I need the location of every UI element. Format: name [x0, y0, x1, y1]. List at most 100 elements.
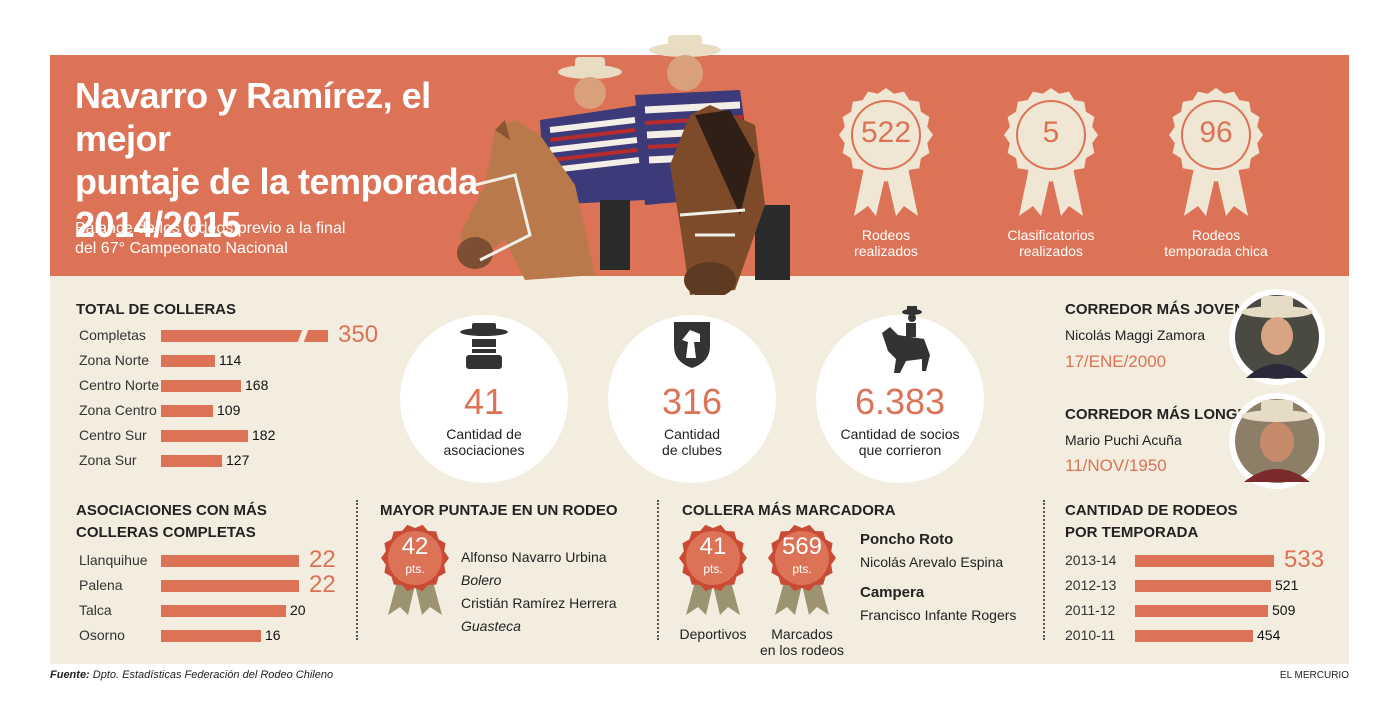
youngest-date: 17/ENE/2000	[1065, 352, 1167, 371]
bar-value-label: 454	[1257, 627, 1281, 643]
stat-label-line: realizados	[1019, 243, 1083, 259]
max-score-title: MAYOR PUNTAJE EN UN RODEO	[380, 502, 618, 519]
top-collera-title: COLLERA MÁS MARCADORA	[682, 502, 896, 519]
badge-caption-line: Marcados	[771, 626, 833, 642]
divider	[356, 500, 358, 640]
oldest-title: CORREDOR MÁS LONGEVO	[1065, 406, 1270, 423]
entry-heading: Campera	[860, 584, 925, 601]
stat-label-line: Rodeos	[861, 227, 911, 243]
socios-circle: 6.383 Cantidad de socios que corrieron	[816, 306, 984, 483]
subtitle-line: Balance de los rodeos previo a la final	[75, 220, 346, 237]
title-line: puntaje de la temporada	[75, 161, 478, 202]
stat-label: Rodeos temporada chica	[1146, 227, 1286, 259]
bar	[161, 605, 286, 617]
circle-label-line: que corrieron	[858, 442, 942, 458]
chart-title-line: CANTIDAD DE RODEOS	[1065, 502, 1238, 519]
clubes-circle: 316 Cantidad de clubes	[608, 315, 776, 483]
chart-title-line: POR TEMPORADA	[1065, 524, 1199, 541]
badge-caption-line: Deportivos	[679, 626, 747, 642]
stat-value: 5	[1042, 116, 1060, 149]
bar	[1135, 555, 1274, 567]
divider	[1043, 500, 1045, 640]
bar-category-label: Zona Centro	[79, 402, 157, 418]
chart-title-asociaciones: ASOCIACIONES CON MÁS COLLERAS COMPLETAS	[76, 500, 267, 544]
source-note: Fuente: Dpto. Estadísticas Federación de…	[50, 669, 333, 681]
chart-title-colleras: TOTAL DE COLLERAS	[76, 301, 237, 318]
bar-category-label: Talca	[79, 602, 112, 618]
bar	[1135, 630, 1253, 642]
oldest-date: 11/NOV/1950	[1065, 456, 1167, 475]
bar	[161, 430, 248, 442]
bar-value-label: 533	[1284, 546, 1325, 573]
bar	[161, 630, 261, 642]
circle-label-line: Cantidad de	[446, 426, 522, 442]
circle-value: 6.383	[854, 381, 946, 422]
badge-unit: pts.	[792, 562, 812, 576]
chart-title-line: COLLERAS COMPLETAS	[76, 524, 256, 541]
bar	[161, 355, 215, 367]
badge-value: 41	[699, 533, 727, 560]
max-score-line: Guasteca	[461, 618, 521, 634]
title-line: 2014/2015	[75, 204, 241, 245]
bar-value-label: 509	[1272, 602, 1296, 618]
bar-value-label: 22	[309, 571, 336, 598]
circle-value: 316	[661, 381, 723, 422]
max-score-line: Bolero	[461, 572, 502, 588]
max-score-details: Alfonso Navarro Urbina Bolero Cristián R…	[461, 546, 617, 638]
entry-heading: Poncho Roto	[860, 531, 954, 548]
circle-label-line: asociaciones	[443, 442, 525, 458]
bar-category-label: 2013-14	[1065, 552, 1117, 568]
stat-label: Clasificatorios realizados	[981, 227, 1121, 259]
max-score-line: Cristián Ramírez Herrera	[461, 595, 617, 611]
badge-unit: pts.	[405, 562, 425, 576]
circle-label-line: Cantidad	[663, 426, 721, 442]
rosette-icon	[839, 88, 933, 216]
bar-value-label: 16	[265, 627, 281, 643]
entry-name: Francisco Infante Rogers	[860, 607, 1017, 623]
entry-name: Nicolás Arevalo Espina	[860, 554, 1004, 570]
bar	[161, 405, 213, 417]
bar	[161, 380, 241, 392]
bar-value-label: 521	[1275, 577, 1299, 593]
badge-caption: Deportivos	[658, 626, 768, 642]
rosette-icon	[1004, 88, 1098, 216]
bar-value-label: 182	[252, 427, 276, 443]
bar-category-label: Llanquihue	[79, 552, 148, 568]
riders-photo	[457, 35, 790, 295]
source-label: Fuente:	[50, 669, 90, 681]
bar-value-label: 350	[338, 321, 379, 348]
youngest-name: Nicolás Maggi Zamora	[1065, 327, 1206, 343]
bar-category-label: Osorno	[79, 627, 125, 643]
bar-category-label: Completas	[79, 327, 146, 343]
badge-value: 569	[781, 533, 823, 560]
source-text: Dpto. Estadísticas Federación del Rodeo …	[92, 669, 334, 681]
chart-title-rodeos: CANTIDAD DE RODEOS POR TEMPORADA	[1065, 500, 1238, 544]
asociaciones-circle: 41 Cantidad de asociaciones	[400, 315, 568, 483]
bar-value-label: 114	[219, 352, 242, 368]
rosette-icon	[1169, 88, 1263, 216]
bar-value-label: 127	[226, 452, 250, 468]
horse-shield-icon	[674, 322, 710, 368]
chart-title-line: ASOCIACIONES CON MÁS	[76, 502, 267, 519]
circle-label: Cantidad de clubes	[608, 426, 776, 458]
badge-icon	[679, 524, 747, 615]
horse-rider-icon	[882, 306, 930, 373]
bar	[161, 580, 299, 592]
bar-category-label: 2010-11	[1065, 627, 1116, 643]
badge-caption: Marcados en los rodeos	[747, 626, 857, 658]
page-title: Navarro y Ramírez, el mejor puntaje de l…	[75, 74, 515, 246]
stat-label-line: temporada chica	[1164, 243, 1268, 259]
oldest-portrait	[1229, 393, 1325, 489]
badge-unit: pts.	[703, 562, 723, 576]
badge-value: 42	[401, 533, 429, 560]
stat-label: Rodeos realizados	[816, 227, 956, 259]
bar-category-label: Palena	[79, 577, 123, 593]
top-collera-entries: Poncho Roto Nicolás Arevalo Espina Campe…	[860, 531, 1016, 623]
page-subtitle: Balance de los rodeos previo a la final …	[75, 219, 405, 259]
subtitle-line: del 67° Campeonato Nacional	[75, 240, 288, 257]
bar-value-label: 20	[290, 602, 306, 618]
stat-value: 96	[1199, 116, 1233, 149]
bar-value-label: 109	[217, 402, 241, 418]
circle-label: Cantidad de asociaciones	[400, 426, 568, 458]
bar	[1135, 605, 1268, 617]
